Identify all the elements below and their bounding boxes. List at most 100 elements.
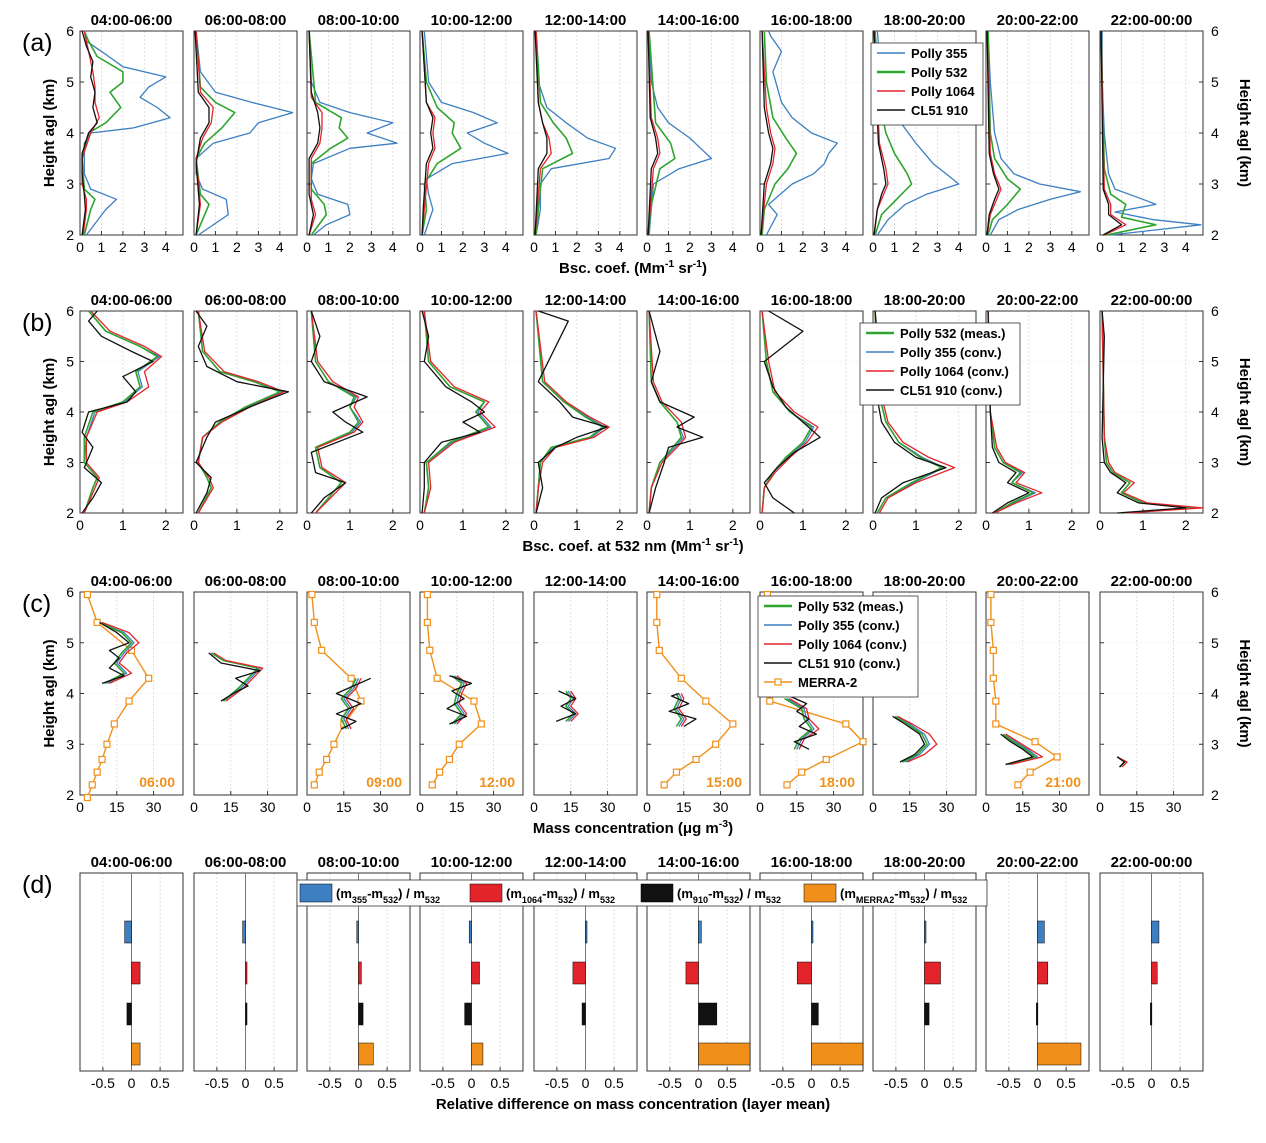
legend-entry: CL51 910 [911,103,968,118]
profile-line-cl51 [647,30,659,236]
bar-p1064 [1151,961,1158,985]
y-axes: 2 2 3 3 4 4 5 5 6 6 Height agl (km) Height agl (km) [41,303,1253,521]
x-tick-label: 15 [449,799,465,815]
profile-line-p532 [987,30,1022,236]
profile-line-cl51 [208,652,261,702]
merra-marker [93,618,101,627]
x-tick-label: 0 [76,239,84,255]
profile-line-cl51 [1000,733,1034,766]
legend-entry: Polly 355 (conv.) [900,345,1002,360]
x-tick-label: 0 [76,517,84,533]
subplot: 20:00-22:00 0 1 2 [982,292,1090,533]
subplot: 08:00-10:00 0 1 2 [303,292,411,533]
subplot: 10:00-12:00 0 1 2 [416,292,524,533]
subplot-title: 06:00-08:00 [205,573,287,590]
x-tick-label: 4 [616,239,624,255]
subplot: 14:00-16:00 0 1 2 [643,292,751,533]
x-tick-label: 4 [276,239,284,255]
merra-marker [428,781,436,789]
merra-marker [653,590,661,599]
merra-marker [702,697,710,705]
profile-line-p355 [897,715,931,763]
profile-line-cl51 [421,310,486,514]
legend-entry: (m355-m532) / m532 [336,886,440,905]
x-tick-label: 0 [416,517,424,533]
x-tick-label: 15 [223,799,239,815]
subplot: 06:00-08:00 0 1 2 [190,292,298,533]
bar-p1064 [1037,961,1049,985]
profile-line-cl51 [446,675,473,725]
x-tick-label: 0 [982,239,990,255]
bar-cl51 [126,1002,132,1026]
x-tick-label: 15 [1015,799,1031,815]
y-tick-label-right: 2 [1211,227,1219,243]
subplot: 12:00-14:00 0 15 30 [530,573,638,815]
x-tick-label: 2 [1068,517,1076,533]
x-tick-label: 0 [1096,517,1104,533]
x-tick-label: 1 [325,239,333,255]
merra-marker [987,618,995,627]
x-axis-label: Relative difference on mass concentratio… [436,1096,830,1113]
x-tick-label: -0.5 [997,1075,1021,1091]
y-tick-label-right: 2 [1211,505,1219,521]
legend-entry: Polly 532 [911,65,967,80]
x-tick-label: -0.5 [205,1075,229,1091]
row-a-backscatter: (a)04:00-06:000 1 2 3 406:00-08:000 1 2 3 408:00… [22,12,1253,277]
x-tick-label: 1 [1004,239,1012,255]
y-tick-label-left: 3 [66,736,74,752]
y-tick-label-left: 2 [66,787,74,803]
x-tick-label: 2 [1139,239,1147,255]
profile-line-p532 [987,310,1034,514]
x-tick-label: 3 [140,239,148,255]
x-tick-label: 2 [729,517,737,533]
profile-line-p1064 [760,30,776,236]
profile-line-cl51 [987,310,1030,514]
subplot: 06:00-08:00 -0.5 0 0.5 [193,854,298,1091]
bar-p1064 [572,961,586,985]
merra-marker [672,768,681,776]
x-tick-label: 4 [162,239,170,255]
merra-marker [992,697,1000,705]
x-tick-label: -0.5 [431,1075,455,1091]
x-tick-label: 2 [1025,239,1033,255]
time-annotation: 18:00 [819,774,855,790]
legend: Polly 355 Polly 532 Polly 1064 CL51 910 [870,42,984,126]
bar-merra [698,1042,751,1066]
panel-label: (b) [22,309,53,337]
x-tick-label: 0 [76,799,84,815]
x-tick-label: 2 [389,517,397,533]
merra-marker [655,646,663,654]
y-tick-label-left: 4 [66,404,74,420]
x-tick-label: 0 [756,799,764,815]
merra-marker [426,646,434,654]
x-tick-label: 0 [416,239,424,255]
y-tick-label-right: 5 [1211,354,1219,370]
profile-line-p355 [453,675,465,725]
x-tick-label: 2 [119,239,127,255]
legend-entry: (mMERRA2-m532) / m532 [840,886,967,905]
subplot-title: 04:00-06:00 [91,292,173,309]
legend-entry: Polly 1064 (conv.) [798,637,907,652]
subplot: 06:00-08:00 0 1 2 3 4 [190,12,298,255]
subplot-title: 20:00-22:00 [997,854,1079,871]
profile-line-p532 [535,310,604,514]
profile-line-p1064 [761,310,819,514]
x-tick-label: 4 [729,239,737,255]
subplot-title: 12:00-14:00 [545,854,627,871]
x-tick-label: 1 [1118,239,1126,255]
subplot-title: 18:00-20:00 [884,854,966,871]
y-axes: 2 2 3 3 4 4 5 5 6 6 Height agl (km) Height agl (km) [41,23,1253,243]
x-tick-label: 0 [643,517,651,533]
merra-marker [93,768,101,776]
merra-marker [423,618,431,627]
subplot-title: 22:00-00:00 [1111,292,1193,309]
merra-marker [127,646,136,654]
legend-entry: Polly 1064 (conv.) [900,364,1009,379]
subplot: 04:00-06:00 0 15 30 06:00 [76,573,184,815]
subplot-title: 08:00-10:00 [318,292,400,309]
x-axis-label: Mass concentration (μg m-3) [533,818,733,837]
subplot: 08:00-10:00 0 15 30 09:00 [303,573,411,815]
profile-line-p355 [423,30,509,236]
bar-merra [1037,1042,1082,1066]
x-tick-label: 0 [530,239,538,255]
